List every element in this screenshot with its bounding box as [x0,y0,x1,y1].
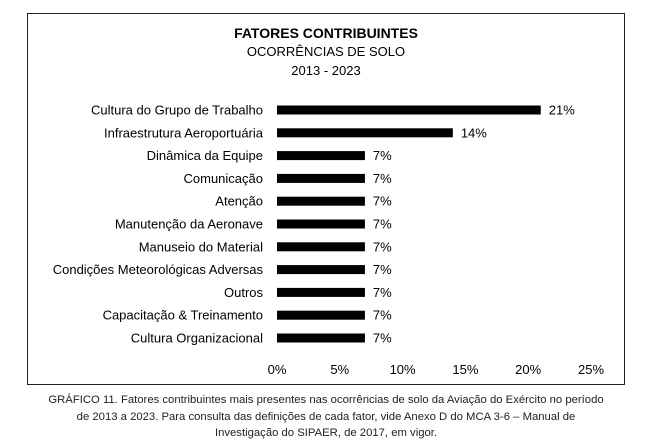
bar-6 [277,242,365,252]
category-label-2: Dinâmica da Equipe [147,148,263,163]
data-label-6: 7% [373,239,392,254]
category-label-3: Comunicação [184,171,264,186]
x-tick-label-4: 20% [515,362,541,377]
bars-group [277,105,541,343]
data-label-9: 7% [373,308,392,323]
data-label-1: 14% [461,125,487,140]
category-label-0: Cultura do Grupo de Trabalho [91,103,263,118]
bar-1 [277,128,453,138]
data-label-2: 7% [373,148,392,163]
data-label-3: 7% [373,171,392,186]
category-labels-group: Cultura do Grupo de Trabalho Infraestrutu… [53,103,264,346]
bar-0 [277,105,541,115]
bar-3 [277,173,365,183]
category-label-10: Cultura Organizacional [131,331,263,346]
x-tick-label-3: 15% [452,362,478,377]
data-labels-group: 21% 14% 7% 7% 7% 7% 7% 7% 7% 7% 7% [373,103,575,346]
data-label-7: 7% [373,262,392,277]
category-label-9: Capacitação & Treinamento [103,308,263,323]
data-label-0: 21% [549,103,575,118]
chart-subtitle: OCORRÊNCIAS DE SOLO [247,44,405,59]
figure-caption: GRÁFICO 11. Fatores contribuintes mais p… [20,392,632,442]
bar-7 [277,265,365,275]
bar-9 [277,310,365,320]
x-tick-label-5: 25% [578,362,604,377]
caption-line-2: de 2013 a 2023. Para consulta das defini… [76,410,576,423]
category-label-8: Outros [224,285,264,300]
category-label-7: Condições Meteorológicas Adversas [53,262,264,277]
bar-8 [277,287,365,297]
bar-4 [277,196,365,206]
bar-2 [277,151,365,161]
category-label-6: Manuseio do Material [139,239,263,254]
caption-line-1: GRÁFICO 11. Fatores contribuintes mais p… [48,394,604,406]
data-label-5: 7% [373,217,392,232]
x-tick-labels-group: 0% 5% 10% 15% 20% 25% [268,362,605,377]
chart-period: 2013 - 2023 [291,63,360,78]
x-tick-label-0: 0% [268,362,287,377]
category-label-5: Manutenção da Aeronave [115,217,263,232]
chart-frame: FATORES CONTRIBUINTES OCORRÊNCIAS DE SOL… [27,13,625,385]
data-label-4: 7% [373,194,392,209]
x-tick-label-1: 5% [330,362,349,377]
bar-10 [277,333,365,343]
category-label-4: Atenção [215,194,263,209]
caption-line-3: Investigação do SIPAER, de 2017, em vigo… [214,427,438,439]
data-label-10: 7% [373,331,392,346]
data-label-8: 7% [373,285,392,300]
bar-5 [277,219,365,229]
bar-chart: FATORES CONTRIBUINTES OCORRÊNCIAS DE SOL… [53,25,605,377]
category-label-1: Infraestrutura Aeroportuária [104,125,264,140]
chart-title: FATORES CONTRIBUINTES [234,25,418,41]
x-tick-label-2: 10% [390,362,416,377]
